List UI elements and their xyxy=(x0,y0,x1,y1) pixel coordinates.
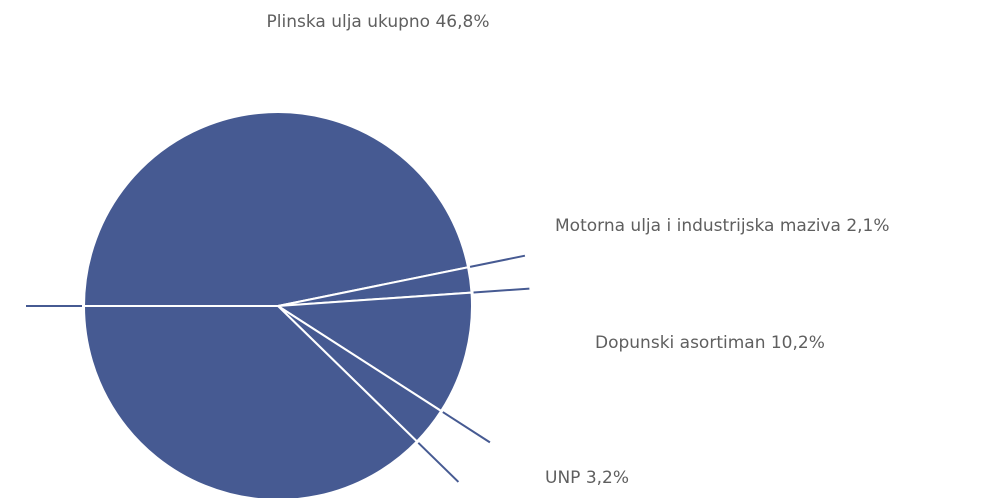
slice-label: UNP 3,2% xyxy=(545,468,629,488)
leader-line xyxy=(469,254,526,268)
pie-slice xyxy=(82,305,419,498)
slice-label: Motorna ulja i industrijska maziva 2,1% xyxy=(555,216,890,236)
leader-line xyxy=(442,411,491,444)
leader-line xyxy=(473,287,530,294)
pie-slice xyxy=(274,291,473,413)
slice-label: Dopunski asortiman 10,2% xyxy=(595,333,825,353)
leader-line xyxy=(417,442,460,483)
pie-slice xyxy=(82,111,470,307)
slice-label: Plinska ulja ukupno 46,8% xyxy=(267,12,490,32)
